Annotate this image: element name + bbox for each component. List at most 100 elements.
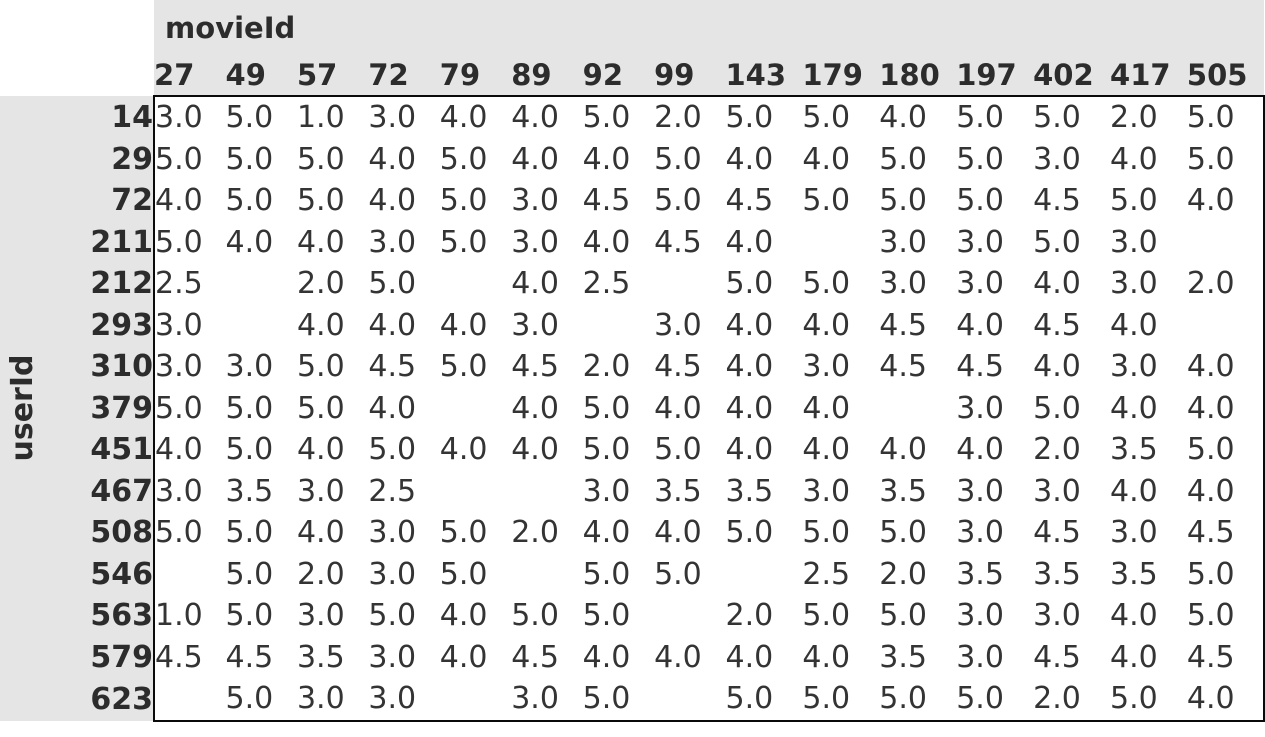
cell-14-79: 4.0 [439, 95, 512, 139]
cell-211-49: 4.0 [225, 221, 297, 263]
cell-508-49: 5.0 [225, 512, 297, 554]
cell-546-79: 5.0 [439, 553, 512, 595]
row-index-14[interactable]: 14 [46, 96, 155, 139]
table-row: 293 3.0 4.0 4.0 4.0 3.0 3.0 4.0 4.0 4.5 … [0, 304, 1265, 346]
cell-623-505: 4.0 [1186, 678, 1265, 722]
column-header-92[interactable]: 92 [582, 56, 655, 96]
cell-310-180: 4.5 [879, 346, 957, 388]
cell-546-197: 3.5 [956, 553, 1034, 595]
cell-310-402: 4.0 [1033, 346, 1111, 388]
cell-579-57: 3.5 [296, 636, 369, 678]
pivot-table: movieId 27 49 57 72 79 89 92 99 143 179 … [0, 0, 1265, 722]
cell-546-27 [153, 553, 226, 595]
cell-379-99: 4.0 [654, 387, 726, 429]
cell-14-179: 5.0 [802, 95, 880, 139]
cell-623-89: 3.0 [511, 678, 583, 722]
cell-451-180: 4.0 [879, 429, 957, 471]
cell-212-49 [225, 263, 297, 305]
column-header-79[interactable]: 79 [439, 56, 512, 96]
cell-14-49: 5.0 [225, 95, 297, 139]
cell-379-180 [879, 387, 957, 429]
cell-29-99: 5.0 [654, 138, 726, 180]
column-header-72[interactable]: 72 [368, 56, 440, 96]
cell-293-92 [582, 304, 655, 346]
cell-211-79: 5.0 [439, 221, 512, 263]
column-header-180[interactable]: 180 [879, 56, 957, 96]
row-index-72[interactable]: 72 [46, 180, 155, 222]
row-index-451[interactable]: 451 [46, 429, 155, 471]
table-row: 310 3.0 3.0 5.0 4.5 5.0 4.5 2.0 4.5 4.0 … [0, 346, 1265, 388]
cell-508-505: 4.5 [1186, 512, 1265, 554]
row-index-293[interactable]: 293 [46, 304, 155, 346]
cell-72-180: 5.0 [879, 180, 957, 222]
cell-29-197: 5.0 [956, 138, 1034, 180]
row-index-579[interactable]: 579 [46, 636, 155, 678]
cell-623-417: 5.0 [1110, 678, 1187, 722]
cell-623-99 [654, 678, 726, 722]
cell-579-49: 4.5 [225, 636, 297, 678]
cell-546-402: 3.5 [1033, 553, 1111, 595]
cell-72-99: 5.0 [654, 180, 726, 222]
row-index-310[interactable]: 310 [46, 346, 155, 388]
cell-212-417: 3.0 [1110, 263, 1187, 305]
table-row: 29 5.0 5.0 5.0 4.0 5.0 4.0 4.0 5.0 4.0 4… [0, 138, 1265, 180]
cell-451-417: 3.5 [1110, 429, 1187, 471]
cell-212-180: 3.0 [879, 263, 957, 305]
cell-563-197: 3.0 [956, 595, 1034, 637]
cell-546-89 [511, 553, 583, 595]
column-header-99[interactable]: 99 [654, 56, 726, 96]
cell-379-179: 4.0 [802, 387, 880, 429]
cell-623-197: 5.0 [956, 678, 1034, 722]
cell-72-179: 5.0 [802, 180, 880, 222]
table-row: 508 5.0 5.0 4.0 3.0 5.0 2.0 4.0 4.0 5.0 … [0, 512, 1265, 554]
cell-29-89: 4.0 [511, 138, 583, 180]
cell-451-505: 5.0 [1186, 429, 1265, 471]
row-index-623[interactable]: 623 [46, 678, 155, 721]
column-header-89[interactable]: 89 [511, 56, 583, 96]
table-row: 623 5.0 3.0 3.0 3.0 5.0 5.0 5.0 5.0 5.0 … [0, 678, 1265, 722]
row-index-29[interactable]: 29 [46, 138, 155, 180]
cell-579-402: 4.5 [1033, 636, 1111, 678]
cell-293-505 [1186, 304, 1265, 346]
cell-546-92: 5.0 [582, 553, 655, 595]
row-index-546[interactable]: 546 [46, 553, 155, 595]
row-index-467[interactable]: 467 [46, 470, 155, 512]
cell-310-49: 3.0 [225, 346, 297, 388]
column-header-27[interactable]: 27 [154, 56, 226, 96]
cell-563-89: 5.0 [511, 595, 583, 637]
table-header: movieId 27 49 57 72 79 89 92 99 143 179 … [0, 0, 1264, 96]
cell-29-402: 3.0 [1033, 138, 1111, 180]
cell-579-27: 4.5 [153, 636, 226, 678]
column-header-49[interactable]: 49 [225, 56, 297, 96]
column-header-417[interactable]: 417 [1110, 56, 1187, 96]
cell-546-180: 2.0 [879, 553, 957, 595]
cell-310-72: 4.5 [368, 346, 440, 388]
cell-72-197: 5.0 [956, 180, 1034, 222]
cell-72-57: 5.0 [296, 180, 369, 222]
cell-451-57: 4.0 [296, 429, 369, 471]
cell-212-72: 5.0 [368, 263, 440, 305]
cell-508-27: 5.0 [153, 512, 226, 554]
cell-467-27: 3.0 [153, 470, 226, 512]
row-index-563[interactable]: 563 [46, 595, 155, 637]
column-header-57[interactable]: 57 [296, 56, 369, 96]
cell-546-49: 5.0 [225, 553, 297, 595]
cell-14-180: 4.0 [879, 95, 957, 139]
cell-212-505: 2.0 [1186, 263, 1265, 305]
cell-579-92: 4.0 [582, 636, 655, 678]
row-index-379[interactable]: 379 [46, 387, 155, 429]
cell-211-180: 3.0 [879, 221, 957, 263]
row-index-508[interactable]: 508 [46, 512, 155, 554]
cell-212-402: 4.0 [1033, 263, 1111, 305]
column-header-402[interactable]: 402 [1033, 56, 1111, 96]
row-index-211[interactable]: 211 [46, 221, 155, 263]
column-header-143[interactable]: 143 [725, 56, 803, 96]
column-header-505[interactable]: 505 [1186, 56, 1264, 96]
cell-563-57: 3.0 [296, 595, 369, 637]
row-index-212[interactable]: 212 [46, 263, 155, 305]
column-header-179[interactable]: 179 [802, 56, 880, 96]
column-header-197[interactable]: 197 [956, 56, 1034, 96]
cell-451-79: 4.0 [439, 429, 512, 471]
cell-579-197: 3.0 [956, 636, 1034, 678]
